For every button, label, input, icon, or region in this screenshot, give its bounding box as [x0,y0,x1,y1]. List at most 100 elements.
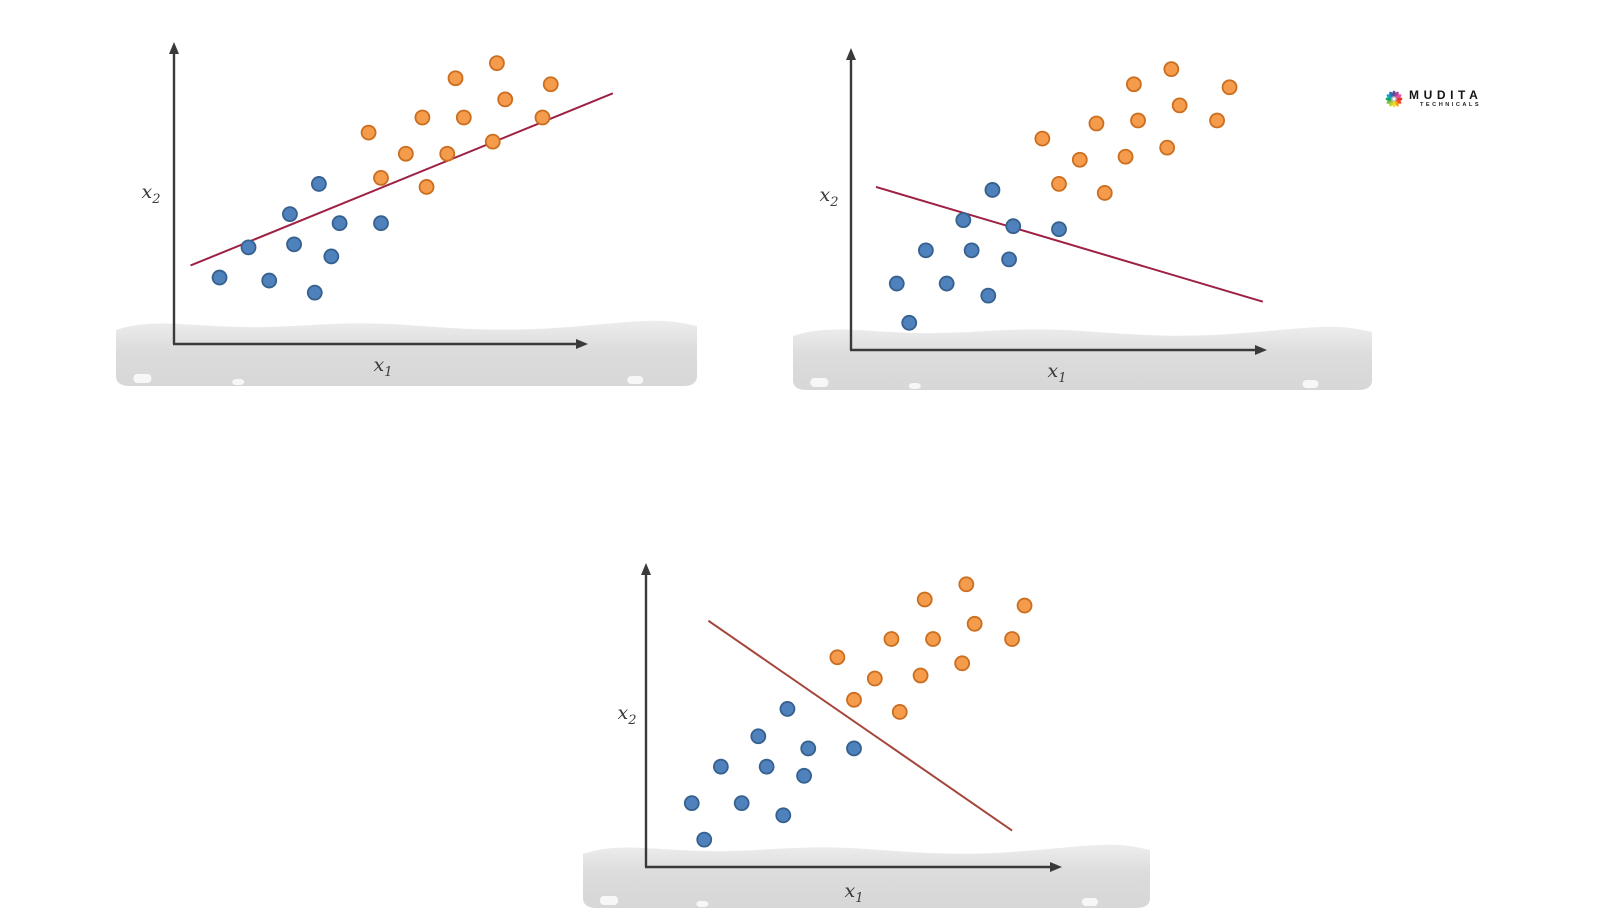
decision-boundary-line [707,619,1013,832]
data-point-orange [1125,76,1142,93]
data-point-blue [750,728,767,745]
x-axis-arrowhead [1050,862,1062,872]
data-point-blue [980,287,997,304]
data-point-blue [282,206,298,223]
y-axis-arrowhead [641,563,651,575]
data-point-blue [796,767,812,784]
data-point-orange [497,91,514,108]
x-axis-label: x1 [845,880,864,906]
data-point-blue [1051,221,1067,238]
x-axis-arrowhead [576,339,588,349]
band-artifact [232,379,245,385]
data-point-orange [1071,151,1088,168]
data-point-orange [447,70,464,87]
data-point-orange [1096,185,1113,201]
scatter-chart-top-left: x2 x1 [116,42,697,386]
data-point-blue [211,269,228,286]
x-axis-label: x1 [1048,360,1067,386]
data-point-blue [901,314,918,331]
band-artifact [1081,898,1098,906]
x-axis-label: x1 [374,354,393,380]
band-artifact [810,378,829,387]
data-point-blue [800,740,817,757]
data-point-orange [954,655,971,672]
data-point-blue [696,831,713,848]
data-point-blue [917,242,934,259]
data-point-orange [397,145,414,162]
band-artifact [600,896,619,905]
pinwheel-petal [1395,94,1402,99]
pinwheel-hub-center [1392,97,1396,101]
logo-brand-text: MUDITA [1409,87,1483,102]
band-artifact [696,901,709,907]
data-point-orange [1016,597,1033,614]
x-axis-arrowhead [1255,345,1267,355]
data-point-orange [1004,631,1020,647]
data-point-orange [542,76,559,93]
data-point-blue [323,248,340,265]
data-point-orange [866,670,883,687]
data-point-blue [331,215,348,232]
gray-band [583,844,1150,908]
data-point-orange [439,145,456,162]
gray-band [793,326,1372,390]
data-point-blue [683,795,700,812]
data-point-blue [733,795,750,812]
data-point-blue [261,272,278,289]
data-point-orange [1051,175,1067,192]
data-point-blue [779,701,796,717]
gray-band [116,320,697,386]
data-point-orange [916,591,933,608]
data-point-blue [286,236,302,253]
data-point-orange [360,124,377,141]
data-point-blue [1005,218,1022,235]
data-point-blue [712,758,729,775]
y-axis-arrowhead [169,42,179,54]
band-artifact [908,383,921,389]
data-point-orange [1034,130,1051,147]
data-point-orange [1163,61,1180,78]
pinwheel-flower-icon [1385,90,1403,108]
logo-sub-text: TECHNICALS [1420,101,1482,108]
data-point-blue [373,215,389,232]
data-point-orange [489,55,505,72]
data-point-blue [1001,251,1017,268]
data-point-orange [414,109,431,126]
data-point-orange [883,631,900,647]
data-point-orange [534,109,551,126]
band-artifact [1302,380,1319,388]
data-point-orange [418,179,435,195]
data-point-orange [1159,139,1176,156]
band-artifact [133,374,152,383]
data-point-blue [775,807,792,824]
data-point-orange [1209,112,1225,129]
data-point-orange [1171,97,1188,114]
data-point-blue [758,758,775,775]
scatter-chart-bottom-center: x2 x1 [583,563,1150,908]
y-axis-arrowhead [846,48,856,60]
data-point-orange [1130,112,1146,129]
data-point-blue [306,284,323,301]
data-point-blue [888,275,905,292]
data-point-orange [373,169,389,186]
data-point-blue [963,242,980,259]
logo: MUDITA TECHNICALS [1384,89,1482,109]
y-axis-label: x2 [820,184,839,210]
data-point-blue [846,740,862,757]
band-artifact [627,376,644,384]
data-point-blue [955,212,972,229]
data-point-orange [912,667,929,684]
data-point-orange [484,133,501,150]
data-point-orange [891,704,908,720]
data-point-orange [1088,115,1105,132]
data-point-orange [1117,148,1134,165]
scatter-chart-top-right: x2 x1 [793,48,1372,390]
data-point-blue [310,176,327,192]
data-point-orange [1221,79,1238,96]
data-point-blue [938,275,955,292]
data-point-orange [455,109,472,126]
data-point-blue [984,182,1001,198]
data-point-orange [829,649,846,666]
data-point-orange [846,691,862,708]
y-axis-label: x2 [142,181,161,207]
